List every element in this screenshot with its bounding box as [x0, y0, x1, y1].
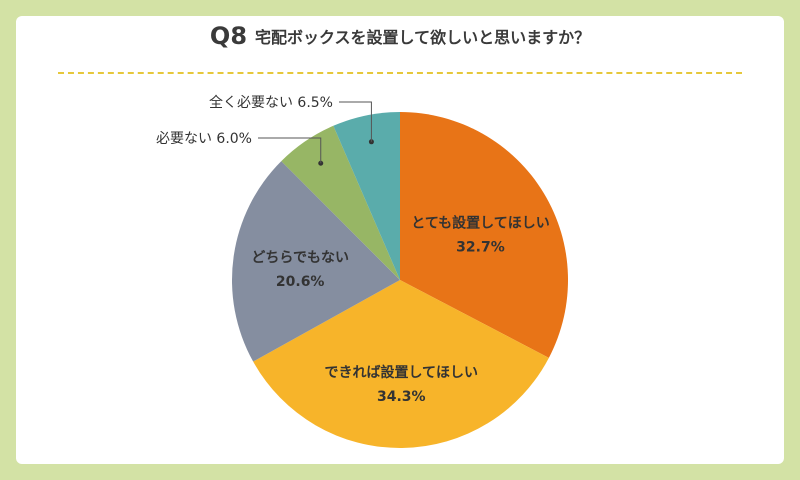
pie-slice	[333, 112, 400, 280]
slice-value-label: 32.7%	[456, 239, 505, 255]
question-text: 宅配ボックスを設置して欲しいと思いますか？	[255, 28, 591, 47]
slice-value-label: 6.5%	[297, 95, 333, 111]
slice-value-label: 34.3%	[377, 389, 426, 405]
slice-labels: とても設置してほしい 32.7% できれば設置してほしい 34.3% どちらでもない 20…	[156, 94, 550, 405]
leader-line	[339, 101, 372, 142]
slice-label: とても設置してほしい	[411, 214, 549, 231]
slice-value-label: 6.0%	[216, 131, 252, 147]
pie-slice	[281, 125, 400, 281]
leader-lines	[258, 101, 374, 166]
slice-label: 必要ない 6.0%	[156, 131, 252, 147]
slice-label: 全く必要ない 6.5%	[209, 94, 333, 111]
slice-label-name: 全く必要ない	[209, 94, 297, 111]
pie-slice	[253, 280, 549, 449]
pie-slice	[232, 161, 400, 362]
chart-title: Q8 宅配ボックスを設置して欲しいと思いますか？	[0, 22, 800, 50]
slice-label: できれば設置してほしい	[324, 364, 478, 381]
pie-slice	[400, 112, 569, 358]
slice-label-name: 必要ない	[156, 131, 216, 147]
leader-line	[258, 137, 322, 164]
slice-value-label: 20.6%	[276, 274, 325, 290]
title-divider	[58, 72, 742, 74]
slice-label: どちらでもない	[251, 250, 349, 266]
pie-slices	[232, 112, 569, 449]
question-number: Q8	[209, 22, 248, 50]
